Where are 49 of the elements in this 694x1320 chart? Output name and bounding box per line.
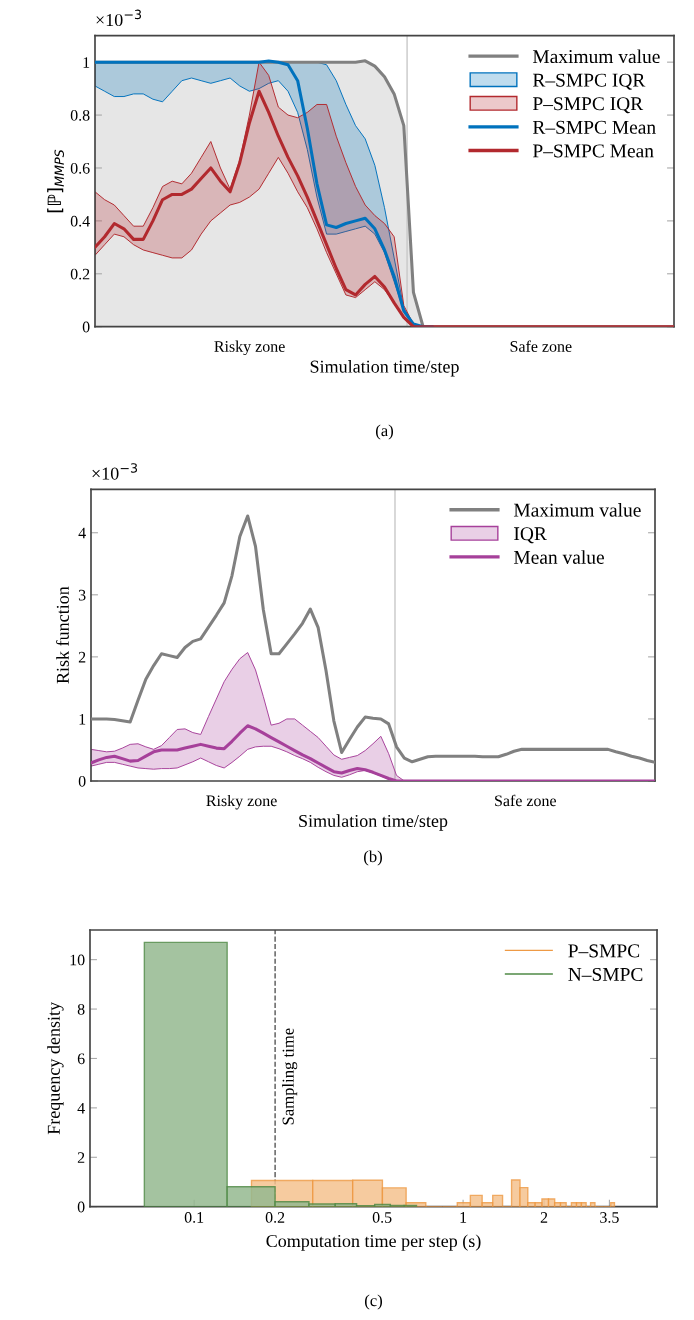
y-tick-label: 2 — [77, 1152, 85, 1163]
legend-label: Mean value — [513, 550, 604, 564]
text: Risky zone — [206, 794, 277, 810]
legend-label: Maximum value — [532, 49, 660, 64]
y-axis-title: [ℙ]$_{MMPS}$ — [47, 149, 64, 213]
x-axis-title: Computation time per step (s) — [266, 1234, 481, 1251]
text: Risky zone — [214, 340, 285, 356]
y-tick-label: 6 — [77, 1053, 85, 1065]
y-tick-label: 4 — [78, 527, 86, 539]
legend-label: P–SMPC Mean — [532, 144, 654, 158]
y-tick-label: 0.8 — [70, 109, 90, 121]
legend-label: P–SMPC — [568, 944, 640, 958]
y-tick-label: 0.6 — [70, 162, 90, 174]
text: Safe zone — [510, 340, 572, 352]
y-tick-label: 4 — [77, 1102, 85, 1114]
x-tick-label: 0.2 — [265, 1212, 285, 1223]
y-tick-label: 10 — [70, 954, 85, 966]
x-axis-title: Simulation time/step — [310, 360, 459, 377]
x-tick-label: 3.5 — [600, 1212, 619, 1223]
y-tick-label: 8 — [77, 1003, 85, 1015]
legend-label: R–SMPC Mean — [532, 120, 656, 134]
legend-label: Maximum value — [513, 503, 641, 517]
y-tick-label: 0 — [78, 775, 86, 787]
text: Safe zone — [495, 794, 556, 807]
x-tick-label: 1 — [460, 1212, 467, 1223]
y-axis-title: Risk function — [56, 586, 69, 684]
ref-line-label: Sampling time — [282, 1028, 298, 1125]
y-tick-label: 0.4 — [70, 215, 90, 227]
text: (c) — [364, 1294, 383, 1310]
legend-label: R–SMPC IQR — [532, 73, 646, 90]
y-tick-label: 1 — [83, 57, 90, 68]
text: ×10$^{−3}$ — [96, 9, 142, 27]
x-axis-title: Simulation time/step — [299, 814, 448, 831]
y-tick-label: 0.2 — [70, 268, 90, 280]
y-tick-label: 3 — [78, 589, 86, 601]
text: (b) — [364, 850, 382, 866]
y-axis-title: Frequency density — [47, 1001, 64, 1135]
text: (a) — [375, 424, 394, 440]
x-tick-label: 2 — [540, 1212, 548, 1223]
y-tick-label: 0 — [77, 1201, 85, 1213]
legend-label: N–SMPC — [568, 967, 643, 981]
x-tick-label: 0.1 — [184, 1212, 204, 1223]
legend-label: P–SMPC IQR — [532, 97, 644, 114]
x-tick-label: 0.5 — [372, 1212, 392, 1223]
text: ×10$^{−3}$ — [92, 463, 138, 480]
y-tick-label: 1 — [79, 713, 86, 725]
y-tick-label: 0 — [82, 321, 90, 333]
legend-label: IQR — [514, 527, 547, 544]
y-tick-label: 2 — [78, 651, 86, 663]
